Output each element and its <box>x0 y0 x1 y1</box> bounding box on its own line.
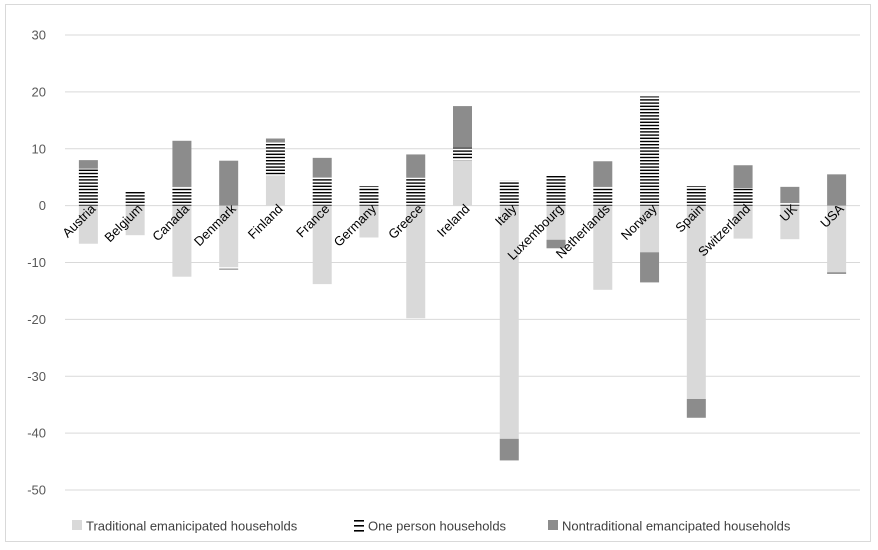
bar-segment-2-uk <box>780 186 800 203</box>
y-tick-label: -20 <box>27 312 46 327</box>
bar-segment-1-denmark <box>219 267 239 270</box>
bar-segment-0-usa <box>827 205 847 273</box>
bar-segment-2-france <box>312 157 332 178</box>
legend-label: Traditional emanicipated households <box>86 519 298 534</box>
category-label: Ireland <box>434 201 473 240</box>
bar-segment-0-germany <box>359 205 379 238</box>
bars <box>78 96 847 461</box>
bar-segment-0-netherlands <box>593 205 613 290</box>
bar-segment-2-spain <box>686 399 706 418</box>
legend-swatch <box>72 520 82 530</box>
bar-segment-2-canada <box>172 140 192 187</box>
legend-swatch-stripe <box>354 520 364 522</box>
legend-label: Nontraditional emancipated households <box>562 519 791 534</box>
y-tick-label: -40 <box>27 426 46 441</box>
y-tick-label: 20 <box>32 84 46 99</box>
bar-segment-2-luxembourg <box>546 239 566 249</box>
bar-segment-0-france <box>312 205 332 285</box>
bar-segment-1-belgium <box>125 191 145 206</box>
bar-segment-1-spain <box>686 186 706 206</box>
bar-segment-1-italy <box>499 180 519 206</box>
bar-segment-2-usa <box>827 174 847 206</box>
bar-segment-0-denmark <box>219 205 239 268</box>
bar-segment-2-austria <box>78 160 98 169</box>
bar-segment-1-ireland <box>453 147 472 161</box>
gridlines <box>65 34 860 491</box>
bar-segment-2-ireland <box>453 106 472 148</box>
y-axis-ticks: 30 20 10 0 -10 -20 -30 -40 -50 <box>27 28 46 498</box>
legend-label: One person households <box>368 519 507 534</box>
y-tick-label: 0 <box>39 198 46 213</box>
y-tick-label: 10 <box>32 141 46 156</box>
bar-segment-1-switzerland <box>733 187 753 206</box>
bar-segment-0-italy <box>499 205 519 439</box>
category-label: Finland <box>245 201 286 242</box>
bar-segment-0-switzerland <box>733 205 753 239</box>
bar-segment-1-france <box>312 177 332 206</box>
bar-segment-1-usa <box>827 272 847 276</box>
bar-segment-0-uk <box>780 205 800 240</box>
bar-segment-0-finland <box>265 175 285 206</box>
bar-segment-2-finland <box>265 138 285 143</box>
bar-segment-1-canada <box>172 186 192 206</box>
bar-segment-0-austria <box>78 205 98 244</box>
bar-segment-0-canada <box>172 205 192 277</box>
y-tick-label: 30 <box>32 28 46 43</box>
bar-segment-2-greece <box>406 154 426 178</box>
y-tick-label: -30 <box>27 369 46 384</box>
bar-segment-1-norway <box>640 96 660 206</box>
legend: Traditional emanicipated households One p… <box>72 519 791 534</box>
bar-segment-2-netherlands <box>593 161 613 187</box>
bar-segment-1-luxembourg <box>546 174 566 206</box>
bar-segment-1-germany <box>359 186 379 206</box>
legend-swatch-stripe <box>354 525 364 527</box>
y-tick-label: -10 <box>27 255 46 270</box>
bar-segment-2-italy <box>499 438 519 461</box>
bar-segment-0-norway <box>640 205 660 253</box>
bar-segment-1-uk <box>780 202 800 206</box>
bar-segment-2-norway <box>640 252 660 283</box>
bar-segment-2-denmark <box>219 160 239 206</box>
legend-swatch <box>548 520 558 530</box>
bar-segment-1-finland <box>265 142 285 176</box>
bar-segment-1-austria <box>78 168 98 206</box>
bar-segment-0-spain <box>686 205 706 399</box>
bar-segment-1-netherlands <box>593 186 613 206</box>
bar-segment-0-belgium <box>125 205 145 236</box>
bar-segment-0-luxembourg <box>546 205 566 240</box>
bar-segment-0-ireland <box>453 160 472 206</box>
bar-segment-2-switzerland <box>733 165 753 188</box>
bar-segment-0-greece <box>406 205 426 319</box>
bar-segment-1-greece <box>406 177 426 206</box>
legend-swatch-stripe <box>354 530 364 532</box>
y-tick-label: -50 <box>27 483 46 498</box>
chart-frame <box>5 4 871 542</box>
